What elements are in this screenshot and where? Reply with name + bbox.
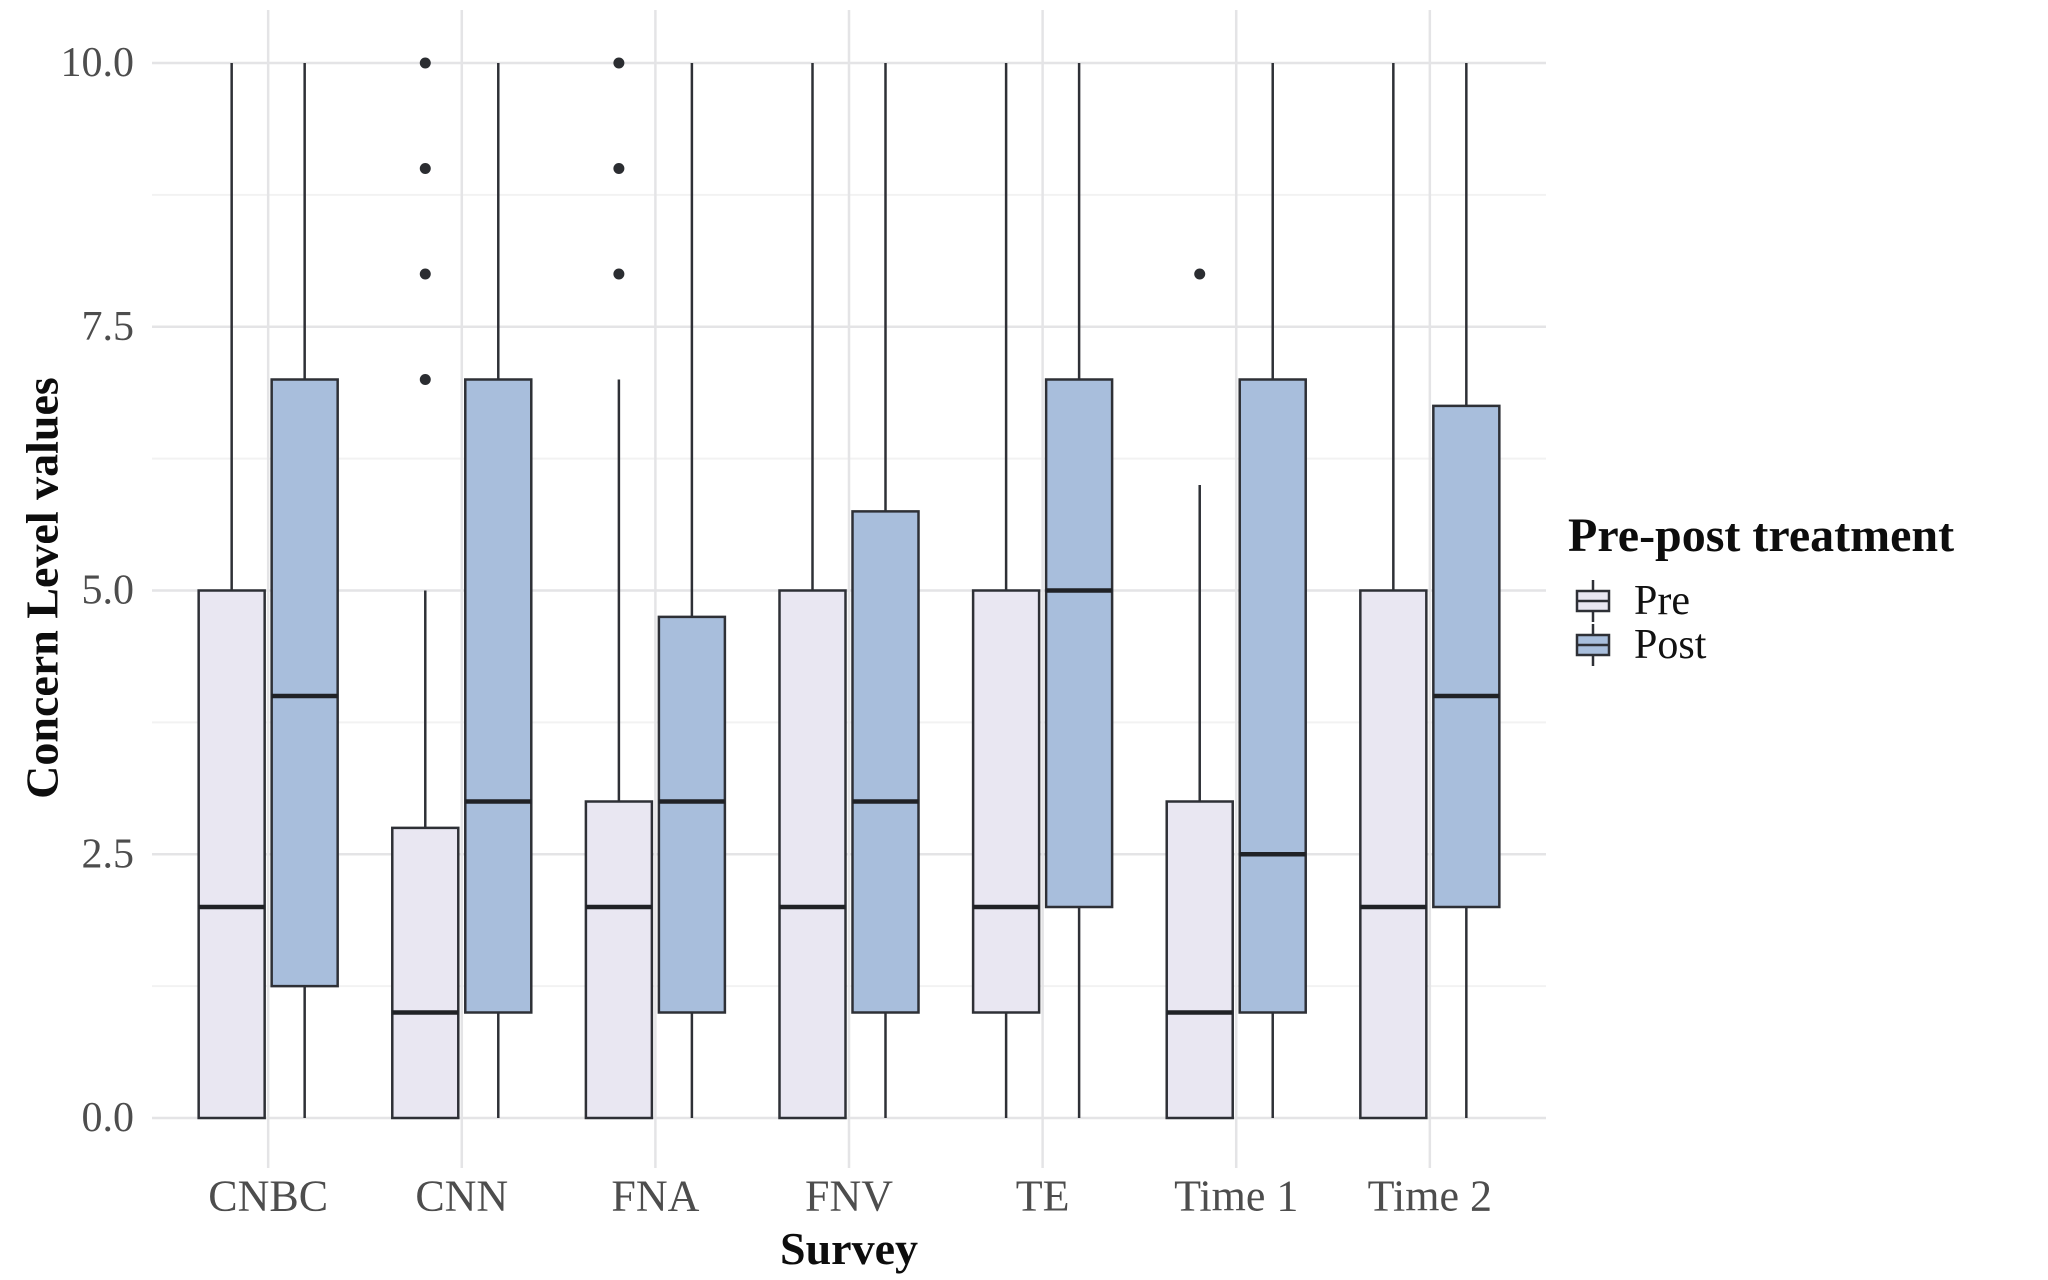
box-post-CNN [464,378,533,1014]
x-tick-label: Time 1 [1174,1172,1298,1221]
x-axis-title: Survey [780,1223,918,1274]
x-tick-label: Time 2 [1368,1172,1492,1221]
x-tick-label: TE [1016,1172,1070,1221]
y-tick-label: 0.0 [82,1095,135,1141]
box-post-Time 1 [1238,378,1307,1014]
x-tick-label: CNBC [208,1172,328,1221]
outlier-pre-CNN [419,268,431,280]
legend-item-pre: Pre [1568,579,1954,623]
outlier-pre-FNA [613,57,625,69]
box-pre-CNBC [197,589,266,1120]
boxplot-key-icon-post [1568,623,1618,667]
box-post-FNV [851,510,920,1014]
box-post-Time 2 [1432,404,1501,909]
box-pre-FNA [584,800,654,1120]
box-post-TE [1044,378,1114,909]
legend-label-post: Post [1634,622,1707,668]
outlier-pre-FNA [613,163,625,174]
outlier-pre-CNN [419,163,431,174]
legend-item-post: Post [1568,623,1954,667]
box-pre-TE [971,589,1041,1014]
outlier-pre-CNN [419,374,431,385]
outlier-pre-FNA [613,268,625,280]
outlier-pre-CNN [419,57,431,69]
x-tick-label: CNN [415,1172,508,1221]
boxplot-key-icon-pre [1568,579,1618,623]
legend-title: Pre-post treatment [1568,509,1955,562]
legend-label-pre: Pre [1634,578,1690,624]
box-post-CNBC [270,378,339,988]
y-tick-label: 5.0 [82,568,135,614]
box-pre-FNV [778,589,847,1120]
legend: Pre-post treatment Pre Post [1568,508,1954,667]
y-tick-label: 2.5 [82,831,135,877]
outlier-pre-Time 1 [1194,268,1206,280]
box-pre-CNN [391,826,460,1120]
y-tick-label: 7.5 [82,304,135,350]
box-pre-Time 2 [1359,589,1428,1120]
box-pre-Time 1 [1165,800,1234,1120]
box-post-FNA [657,615,727,1014]
y-axis-title: Concern Level values [16,377,68,799]
y-tick-label: 10.0 [61,40,135,86]
x-tick-label: FNV [805,1172,893,1221]
x-tick-label: FNA [611,1172,699,1221]
